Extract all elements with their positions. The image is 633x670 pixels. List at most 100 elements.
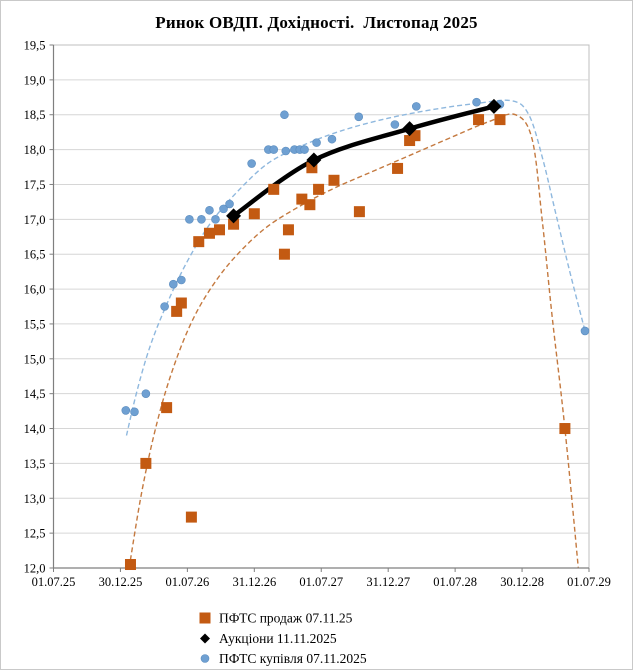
sell-point-marker [268, 183, 280, 195]
buy-point-marker [312, 138, 321, 147]
y-tick-label: 19,5 [24, 39, 46, 53]
buy-point-marker [121, 406, 131, 415]
sell-point-marker [203, 227, 215, 239]
sell-point-marker [473, 114, 485, 126]
buy-point-marker [219, 204, 228, 214]
buy-point-marker [205, 205, 214, 215]
sell-point-marker [161, 402, 173, 414]
buy-point-marker [185, 215, 194, 224]
y-tick-label: 19,0 [24, 73, 46, 87]
x-tick-label: 01.07.26 [166, 575, 210, 589]
chart-legend: ПФТС продаж 07.11.25 Аукціони 11.11.2025 П… [199, 611, 367, 666]
sell-point-marker [248, 208, 260, 220]
sell-point-marker [304, 199, 316, 211]
trend-line [128, 113, 579, 569]
sell-point-marker [353, 206, 365, 218]
sell-point-marker [171, 305, 183, 317]
chart-title: Ринок ОВДП. Дохідності. Листопад 2025 [155, 13, 478, 32]
legend-label: ПФТС продаж 07.11.25 [219, 611, 353, 626]
x-tick-label: 30.12.25 [99, 575, 143, 589]
y-tick-label: 13,5 [24, 457, 46, 471]
gridlines [53, 44, 590, 569]
legend-label: ПФТС купівля 07.11.2025 [219, 651, 367, 666]
buy-point-marker [211, 215, 220, 224]
buy-point-marker [280, 110, 289, 120]
series-square [124, 114, 571, 571]
buy-point-marker [354, 112, 364, 122]
y-tick-label: 16,5 [24, 248, 46, 262]
y-tick-label: 14,0 [24, 422, 46, 436]
sell-point-marker [306, 162, 318, 174]
sell-point-marker [278, 248, 290, 260]
buy-point-marker [197, 215, 206, 224]
axes [49, 44, 590, 572]
plot-border [53, 44, 590, 569]
y-tick-label: 13,0 [24, 492, 46, 506]
sell-point-marker [559, 423, 571, 435]
buy-point-marker [130, 407, 139, 417]
y-tick-label: 18,5 [24, 108, 46, 122]
buy-point-marker [300, 145, 309, 154]
y-tick-label: 16,0 [24, 283, 46, 297]
sell-point-marker [494, 114, 506, 126]
y-tick-label: 15,0 [24, 352, 46, 366]
buy-point-marker [141, 389, 151, 398]
series-circle [121, 97, 590, 417]
auction-point-marker [402, 121, 418, 137]
buy-point-marker [169, 279, 178, 289]
sell-point-marker [193, 236, 205, 248]
buy-point-marker [160, 302, 169, 311]
sell-point-marker [199, 612, 211, 624]
sell-point-marker [392, 162, 404, 174]
y-tick-label: 17,5 [24, 178, 46, 192]
sell-point-marker [175, 297, 187, 309]
auction-point-marker [306, 152, 322, 168]
y-tick-label: 17,0 [24, 213, 46, 227]
x-tick-label: 30.12.28 [500, 575, 544, 589]
buy-point-marker [281, 146, 291, 156]
auction-point-marker [226, 208, 242, 224]
y-tick-label: 14,5 [24, 387, 46, 401]
buy-point-marker [177, 275, 186, 285]
buy-point-marker [225, 199, 234, 209]
buy-point-marker [200, 654, 210, 663]
auction-point-marker [200, 633, 210, 644]
legend-label: Аукціони 11.11.2025 [219, 631, 337, 646]
sell-point-marker [228, 218, 240, 230]
buy-point-marker [390, 120, 400, 129]
auction-line [231, 104, 497, 219]
buy-point-marker [580, 326, 590, 336]
x-tick-label: 01.07.29 [567, 575, 611, 589]
axis-labels: 12,0 12,5 13,0 13,5 14,0 14,5 15,0 15,5 16,0 16,5… [24, 39, 611, 590]
y-tick-label: 15,5 [24, 317, 46, 331]
legend-item: ПФТС купівля 07.11.2025 [200, 651, 367, 666]
x-tick-label: 01.07.28 [433, 575, 477, 589]
y-tick-label: 12,5 [24, 527, 46, 541]
sell-point-marker [409, 130, 421, 142]
x-tick-label: 31.12.27 [366, 575, 410, 589]
buy-point-marker [247, 159, 256, 168]
x-tick-label: 01.07.25 [32, 575, 76, 589]
buy-point-marker [472, 97, 481, 107]
sell-point-marker [282, 224, 294, 236]
sell-point-marker [185, 511, 197, 523]
series-diamond [226, 98, 502, 224]
legend-item: ПФТС продаж 07.11.25 [199, 611, 353, 626]
sell-point-marker [296, 193, 308, 205]
x-tick-label: 31.12.26 [232, 575, 276, 589]
y-tick-label: 18,0 [24, 143, 46, 157]
legend-item: Аукціони 11.11.2025 [200, 631, 337, 646]
trend-line [125, 99, 586, 436]
y-tick-label: 12,0 [24, 562, 46, 576]
trend-lines [125, 99, 586, 569]
buy-point-marker [412, 102, 421, 111]
buy-point-marker [269, 145, 279, 154]
sell-point-marker [124, 559, 136, 571]
sell-point-marker [214, 224, 226, 236]
sell-point-marker [140, 457, 152, 469]
buy-point-marker [327, 134, 337, 144]
sell-point-marker [328, 174, 340, 186]
x-tick-label: 01.07.27 [299, 575, 343, 589]
